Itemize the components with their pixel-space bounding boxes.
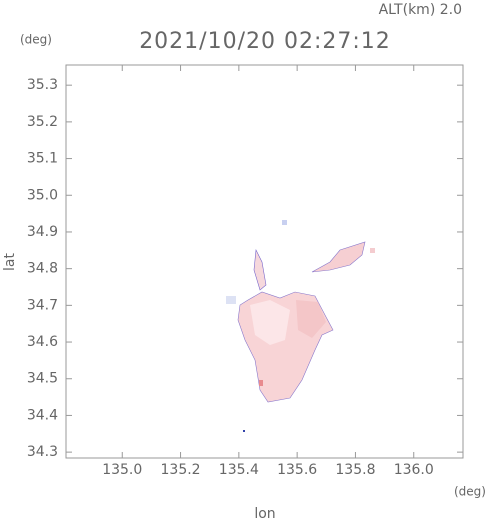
x-tick-label: 135.0 [102,462,142,478]
echo-area [226,220,375,432]
y-tick-label: 35.0 [27,187,58,203]
y-tick-label: 34.6 [27,334,58,350]
x-tick-label: 135.2 [161,462,201,478]
x-axis-label: lon [254,506,275,521]
y-tick-label: 35.3 [27,77,58,93]
y-tick-label: 35.1 [27,151,58,167]
x-tick-label: 135.6 [277,462,317,478]
y-tick-label: 34.5 [27,371,58,387]
y-tick-label: 34.3 [27,444,58,460]
y-tick-label: 34.7 [27,297,58,313]
y-tick-label: 34.9 [27,224,58,240]
altitude-label: ALT(km) 2.0 [379,2,462,18]
y-tick-label: 34.4 [27,407,58,423]
y-axis-label: lat [2,253,18,271]
chart-title: 2021/10/20 02:27:12 [139,29,391,54]
x-tick-label: 135.8 [335,462,375,478]
plot-frame [65,64,464,459]
x-unit: (deg) [454,485,486,499]
x-tick-label: 136.0 [394,462,434,478]
y-unit: (deg) [20,33,52,47]
y-tick-label: 35.2 [27,114,58,130]
x-tick-label: 135.4 [219,462,259,478]
y-tick-label: 34.8 [27,261,58,277]
